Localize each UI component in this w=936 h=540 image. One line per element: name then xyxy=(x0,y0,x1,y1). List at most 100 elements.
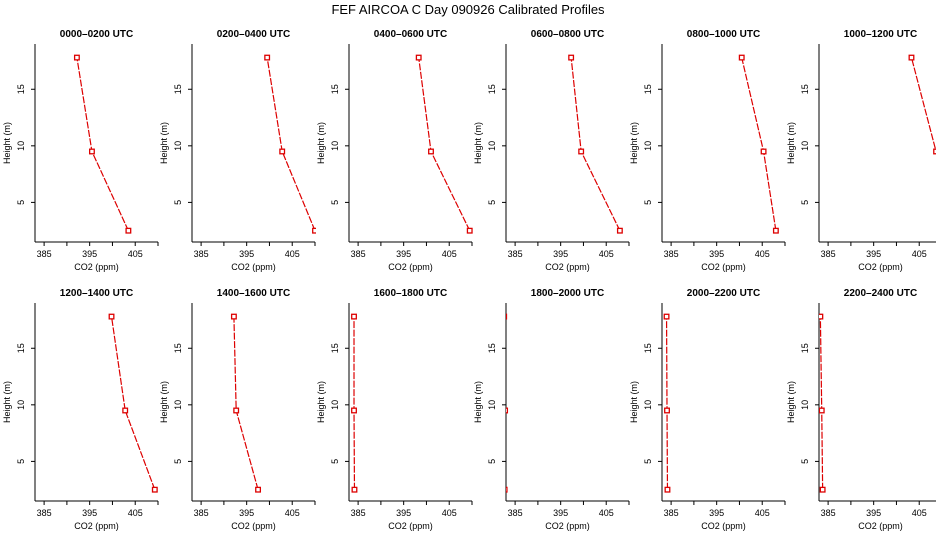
y-tick-label: 15 xyxy=(487,343,497,353)
panel-title: 0400–0600 UTC xyxy=(374,29,447,40)
data-point xyxy=(568,54,575,61)
y-tick-label: 15 xyxy=(487,84,497,94)
profile-panel: 1400–1600 UTC 385 395 405 5 10 15 CO2 (ppm) Heig… xyxy=(159,288,316,531)
data-point xyxy=(738,54,745,61)
profile-panel: 2000–2200 UTC 385 395 405 5 10 15 CO2 (ppm) Heig… xyxy=(629,288,786,531)
x-tick-label: 385 xyxy=(37,508,52,518)
x-tick-label: 395 xyxy=(709,508,724,518)
x-tick-label: 395 xyxy=(82,249,97,259)
profile-line xyxy=(76,57,129,231)
y-tick-label: 15 xyxy=(16,343,26,353)
y-tick-label: 5 xyxy=(330,200,340,205)
y-tick-label: 5 xyxy=(330,459,340,464)
data-point xyxy=(351,486,358,493)
profile-panel: 0800–1000 UTC 385 395 405 5 10 15 CO2 (ppm) Heig… xyxy=(629,29,786,272)
y-tick-label: 5 xyxy=(643,200,653,205)
y-axis-label: Height (m) xyxy=(2,122,12,164)
profile-data xyxy=(908,54,936,155)
y-tick-label: 5 xyxy=(16,459,26,464)
data-point xyxy=(663,313,670,320)
x-tick-label: 385 xyxy=(351,508,366,518)
y-tick-label: 10 xyxy=(173,141,183,151)
x-axis-label: CO2 (ppm) xyxy=(231,262,276,272)
profile-data xyxy=(264,54,316,234)
x-axis-label: CO2 (ppm) xyxy=(388,521,433,531)
data-point xyxy=(351,313,357,320)
y-axis-label: Height (m) xyxy=(159,122,169,164)
x-tick-label: 385 xyxy=(821,249,836,259)
profile-line xyxy=(504,317,505,490)
y-tick-label: 5 xyxy=(487,200,497,205)
x-tick-label: 385 xyxy=(508,508,523,518)
x-tick-label: 395 xyxy=(866,249,881,259)
data-point xyxy=(760,148,767,155)
profile-data xyxy=(504,313,509,493)
y-tick-label: 15 xyxy=(330,343,340,353)
data-point xyxy=(664,407,670,414)
x-tick-label: 405 xyxy=(755,508,770,518)
profile-panel: 1000–1200 UTC 385 395 405 5 10 15 CO2 (ppm) Heig… xyxy=(786,29,936,272)
x-tick-label: 405 xyxy=(442,508,457,518)
y-tick-label: 10 xyxy=(487,141,497,151)
data-point xyxy=(664,486,671,493)
x-tick-label: 385 xyxy=(508,249,523,259)
y-tick-label: 10 xyxy=(800,400,810,410)
y-tick-label: 5 xyxy=(173,459,183,464)
y-axis-label: Height (m) xyxy=(629,122,639,164)
profile-line xyxy=(110,316,156,490)
data-point xyxy=(506,313,508,320)
data-point xyxy=(233,407,240,414)
x-tick-label: 395 xyxy=(553,249,568,259)
x-axis-label: CO2 (ppm) xyxy=(701,521,746,531)
y-tick-label: 15 xyxy=(643,84,653,94)
data-point xyxy=(108,313,115,320)
data-point xyxy=(616,227,623,234)
profile-data xyxy=(415,54,473,234)
x-tick-label: 395 xyxy=(709,249,724,259)
y-axis-label: Height (m) xyxy=(316,122,326,164)
data-point xyxy=(125,227,132,234)
data-point xyxy=(933,148,936,155)
profile-panel: 2200–2400 UTC 385 395 405 5 10 15 CO2 (ppm) Heig… xyxy=(786,288,936,531)
y-tick-label: 10 xyxy=(643,400,653,410)
profile-data xyxy=(568,54,623,234)
x-tick-label: 395 xyxy=(239,508,254,518)
data-point xyxy=(466,227,473,234)
x-axis-label: CO2 (ppm) xyxy=(858,262,903,272)
profile-data xyxy=(663,313,671,493)
x-tick-label: 405 xyxy=(599,508,614,518)
x-tick-label: 395 xyxy=(396,249,411,259)
data-point xyxy=(151,486,158,493)
y-tick-label: 15 xyxy=(16,84,26,94)
panel-title: 0800–1000 UTC xyxy=(687,29,760,40)
x-tick-label: 395 xyxy=(396,508,411,518)
x-tick-label: 395 xyxy=(866,508,881,518)
data-point xyxy=(506,486,508,493)
profile-data xyxy=(73,54,132,234)
x-tick-label: 385 xyxy=(664,249,679,259)
y-tick-label: 5 xyxy=(173,200,183,205)
y-tick-label: 5 xyxy=(16,200,26,205)
panel-title: 1000–1200 UTC xyxy=(844,29,917,40)
x-tick-label: 385 xyxy=(194,249,209,259)
profile-line xyxy=(418,57,471,231)
x-tick-label: 405 xyxy=(912,508,927,518)
profile-panel: 0000–0200 UTC 385 395 405 5 10 15 CO2 (ppm) Heig… xyxy=(2,29,159,272)
y-tick-label: 10 xyxy=(16,141,26,151)
x-tick-label: 385 xyxy=(37,249,52,259)
panel-title: 1200–1400 UTC xyxy=(60,288,133,299)
y-tick-label: 15 xyxy=(173,84,183,94)
x-tick-label: 385 xyxy=(821,508,836,518)
panel-title: 1800–2000 UTC xyxy=(531,288,604,299)
y-tick-label: 15 xyxy=(173,343,183,353)
profile-line xyxy=(819,316,824,490)
y-tick-label: 15 xyxy=(800,343,810,353)
x-tick-label: 405 xyxy=(755,249,770,259)
data-point xyxy=(88,148,95,155)
data-point xyxy=(428,148,434,155)
y-tick-label: 10 xyxy=(173,400,183,410)
y-tick-label: 15 xyxy=(330,84,340,94)
data-point xyxy=(578,148,585,155)
y-axis-label: Height (m) xyxy=(473,381,483,423)
